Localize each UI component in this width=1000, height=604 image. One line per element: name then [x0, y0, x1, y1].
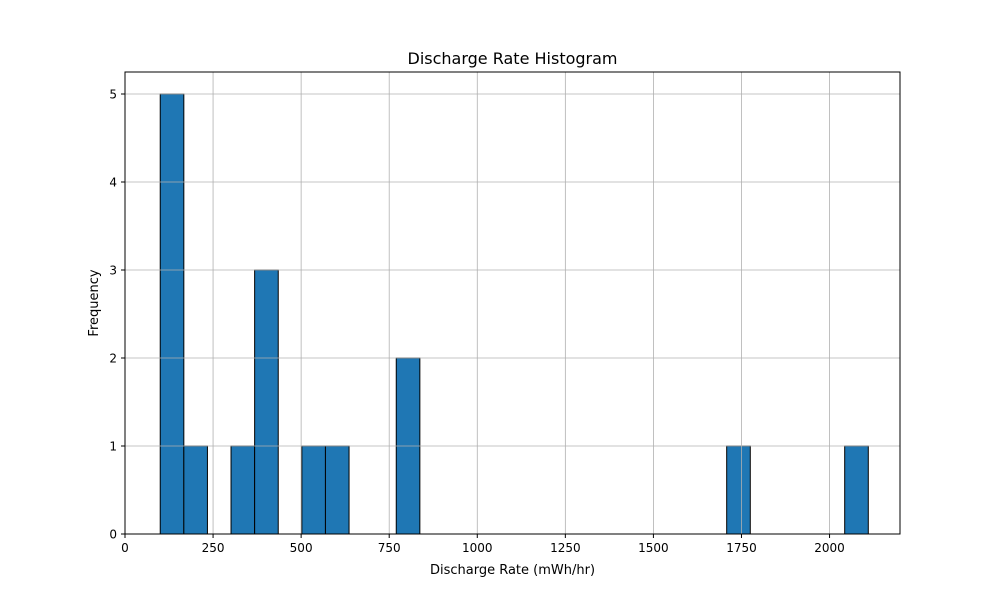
- histogram-bar-5: [301, 445, 326, 535]
- y-tick-label-1: 1: [109, 440, 117, 454]
- histogram-bar-9: [844, 445, 869, 535]
- tick-marks: 0 250 500 750 1000 1250 1500 1750 2000 0 1 2 3 4 5: [109, 88, 844, 556]
- x-tick-label-7: 1750: [726, 541, 757, 555]
- x-tick-label-3: 750: [378, 541, 401, 555]
- axes: [124, 71, 901, 535]
- y-tick-label-5: 5: [109, 88, 117, 102]
- axes-frame: [124, 71, 901, 535]
- x-tick-label-5: 1250: [550, 541, 581, 555]
- histogram-bar-4: [254, 269, 279, 535]
- x-tick-label-4: 1000: [462, 541, 493, 555]
- histogram-bar-1: [159, 93, 185, 535]
- y-tick-label-4: 4: [109, 176, 117, 190]
- histogram-bar-3: [230, 445, 256, 535]
- y-tick-label-3: 3: [109, 264, 117, 278]
- x-tick-label-1: 250: [202, 541, 225, 555]
- histogram-bars: [159, 93, 869, 535]
- y-tick-label-0: 0: [109, 528, 117, 542]
- x-tick-label-2: 500: [290, 541, 313, 555]
- x-tick-label-8: 2000: [814, 541, 845, 555]
- histogram-bar-6: [324, 445, 350, 535]
- histogram-bar-8: [726, 445, 751, 535]
- x-axis-label: Discharge Rate (mWh/hr): [430, 563, 595, 578]
- chart-title: Discharge Rate Histogram: [408, 49, 618, 68]
- y-axis-label: Frequency: [87, 269, 102, 336]
- y-tick-label-2: 2: [109, 352, 117, 366]
- x-tick-label-6: 1500: [638, 541, 669, 555]
- histogram-bar-2: [183, 445, 208, 535]
- x-tick-label-0: 0: [121, 541, 129, 555]
